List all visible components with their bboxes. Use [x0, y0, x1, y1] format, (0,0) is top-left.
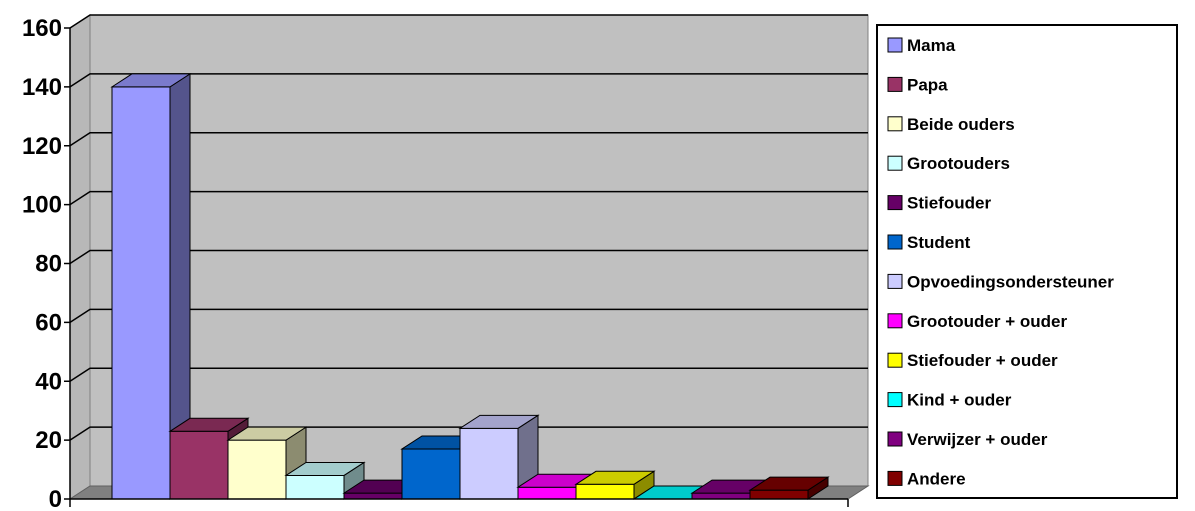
bar-top [458, 414, 540, 429]
legend-item: Grootouders [887, 154, 1010, 173]
legend-label: Papa [907, 75, 948, 94]
legend-label: Opvoedingsondersteuner [907, 272, 1114, 291]
gridline [69, 14, 868, 29]
y-tick-label: 20 [35, 427, 62, 454]
y-tick-label: 120 [22, 133, 62, 160]
legend-label: Beide ouders [907, 115, 1015, 134]
legend-swatch [887, 392, 903, 408]
bar-top [284, 461, 366, 476]
gridline [69, 367, 868, 382]
legend-item: Kind + ouder [887, 391, 1012, 410]
bar-front [169, 430, 229, 500]
bar-top [226, 426, 308, 441]
bar-andere [748, 476, 830, 500]
y-tick-label: 40 [35, 368, 62, 395]
bar-stiefouder-ouder [574, 470, 656, 500]
gridline [69, 190, 868, 206]
legend-swatch [887, 431, 903, 447]
gridline [69, 308, 868, 324]
bar-top [168, 417, 250, 432]
bar-front [459, 427, 519, 500]
gridline [69, 249, 868, 265]
legend-item: Papa [887, 75, 948, 94]
legend-label: Stiefouder + ouder [907, 351, 1058, 370]
bars [110, 72, 830, 500]
bar-front [517, 486, 577, 500]
legend-item: Mama [887, 36, 956, 55]
y-tick-label: 0 [49, 486, 62, 511]
legend-box [876, 24, 1178, 499]
legend-swatch [887, 116, 903, 132]
legend-label: Andere [907, 469, 966, 488]
legend-label: Verwijzer + ouder [907, 430, 1048, 449]
bar-front [691, 492, 751, 500]
legend-item: Stiefouder + ouder [887, 351, 1058, 370]
bar-beide-ouders [226, 426, 308, 500]
y-tick-label: 140 [22, 74, 62, 101]
bar-front [111, 86, 171, 500]
gridline [69, 132, 868, 147]
y-axis-ticks: 0 20 40 60 80 100 120 140 160 [22, 15, 70, 511]
bar-front [575, 483, 635, 500]
legend-label: Kind + ouder [907, 391, 1012, 410]
bar-front [401, 448, 461, 500]
bar-front [749, 489, 809, 500]
legend-swatch [887, 273, 903, 289]
legend-swatch [887, 37, 903, 53]
bar-front [227, 439, 287, 500]
legend-item: Student [887, 233, 971, 252]
legend-item: Andere [887, 469, 966, 488]
y-tick-label: 80 [35, 251, 62, 278]
legend-swatch [887, 234, 903, 250]
legend-label: Mama [907, 36, 956, 55]
y-tick-label: 160 [22, 15, 62, 42]
y-tick-label: 60 [35, 309, 62, 336]
bar-front [285, 474, 345, 500]
bar-mama [110, 72, 192, 500]
y-tick-label: 100 [22, 192, 62, 219]
legend-label: Stiefouder [907, 194, 991, 213]
legend: Mama Papa Beide ouders Grootouders Stiefoude… [876, 24, 1178, 499]
legend-item: Beide ouders [887, 115, 1015, 134]
bar-top [574, 470, 656, 485]
bar-top [748, 476, 830, 491]
legend-label: Grootouders [907, 154, 1010, 173]
legend-swatch [887, 470, 903, 486]
gridline [69, 426, 868, 441]
legend-swatch [887, 195, 903, 211]
bar-top [110, 73, 192, 88]
gridline [69, 73, 868, 88]
gridlines [69, 14, 868, 441]
legend-item: Opvoedingsondersteuner [887, 272, 1114, 291]
legend-item: Stiefouder [887, 194, 991, 213]
legend-item: Verwijzer + ouder [887, 430, 1048, 449]
legend-label: Student [907, 233, 971, 252]
legend-swatch [887, 155, 903, 171]
legend-label: Grootouder + ouder [907, 312, 1067, 331]
legend-swatch [887, 313, 903, 329]
bar-front [343, 492, 403, 500]
legend-swatch [887, 352, 903, 368]
legend-item: Grootouder + ouder [887, 312, 1067, 331]
legend-swatch [887, 76, 903, 92]
